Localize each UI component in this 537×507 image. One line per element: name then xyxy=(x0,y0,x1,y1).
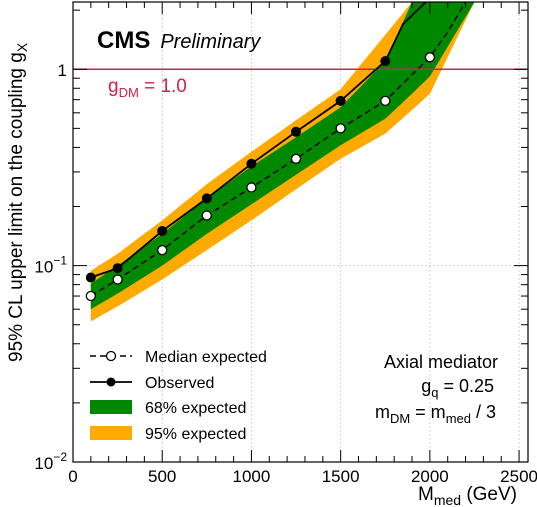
legend-band68-swatch xyxy=(90,400,132,414)
legend-expected-label: Median expected xyxy=(145,349,267,366)
x-tick-label: 0 xyxy=(68,467,77,486)
band-68 xyxy=(90,2,475,310)
x-tick-label: 2500 xyxy=(500,467,537,486)
expected-point xyxy=(424,52,436,63)
annotation-dm-mass: mDM = mmed / 3 xyxy=(375,402,496,426)
legend-item-expected: Median expected xyxy=(90,349,267,366)
cms-label: CMS Preliminary xyxy=(97,27,261,54)
x-tick-label: 1000 xyxy=(233,467,271,486)
y-axis-title: 95% CL upper limit on the coupling gX xyxy=(6,42,30,362)
observed-point xyxy=(157,226,168,236)
legend-band95-swatch xyxy=(90,426,132,440)
legend-item-band95: 95% expected xyxy=(90,426,246,443)
legend-band68-label: 68% expected xyxy=(145,400,246,417)
observed-point xyxy=(380,56,391,67)
legend: Median expected Observed 68% expected 95… xyxy=(90,349,267,443)
legend-expected-marker xyxy=(105,350,117,362)
expected-point xyxy=(112,274,123,285)
observed-point xyxy=(335,95,346,106)
legend-observed-marker xyxy=(106,377,116,387)
expected-point xyxy=(85,290,96,302)
expected-point xyxy=(335,123,346,134)
axis-ticks: 0 500 1000 1500 2000 2500 10−2 10−1 1 xyxy=(34,2,537,486)
uncertainty-bands xyxy=(90,2,475,322)
expected-point xyxy=(201,210,212,221)
x-tick-label: 1500 xyxy=(322,467,360,486)
annotation-mediator: Axial mediator xyxy=(384,352,498,372)
x-tick-label: 2000 xyxy=(411,467,449,486)
observed-point xyxy=(291,126,301,137)
reference-line-label: gDM = 1.0 xyxy=(108,76,187,100)
expected-point xyxy=(290,153,302,164)
legend-item-observed: Observed xyxy=(90,375,214,392)
legend-band95-label: 95% expected xyxy=(145,426,246,443)
y-tick-label: 10−1 xyxy=(34,254,67,277)
observed-point xyxy=(246,158,257,169)
expected-point xyxy=(157,244,168,256)
observed-point xyxy=(112,263,123,274)
expected-point xyxy=(246,182,257,193)
y-tick-label: 10−2 xyxy=(34,450,67,473)
legend-observed-label: Observed xyxy=(145,375,214,392)
y-tick-label: 1 xyxy=(58,61,67,80)
series-lines xyxy=(85,2,467,302)
plot-frame xyxy=(72,1,529,463)
expected-point xyxy=(380,95,391,107)
x-axis-title: Mmed (GeV) xyxy=(418,484,517,507)
x-tick-label: 500 xyxy=(148,467,176,486)
observed-line xyxy=(90,2,428,279)
annotation-coupling: gq = 0.25 xyxy=(421,376,494,400)
observed-point xyxy=(201,193,212,204)
legend-item-band68: 68% expected xyxy=(90,400,246,417)
observed-point xyxy=(85,272,96,283)
